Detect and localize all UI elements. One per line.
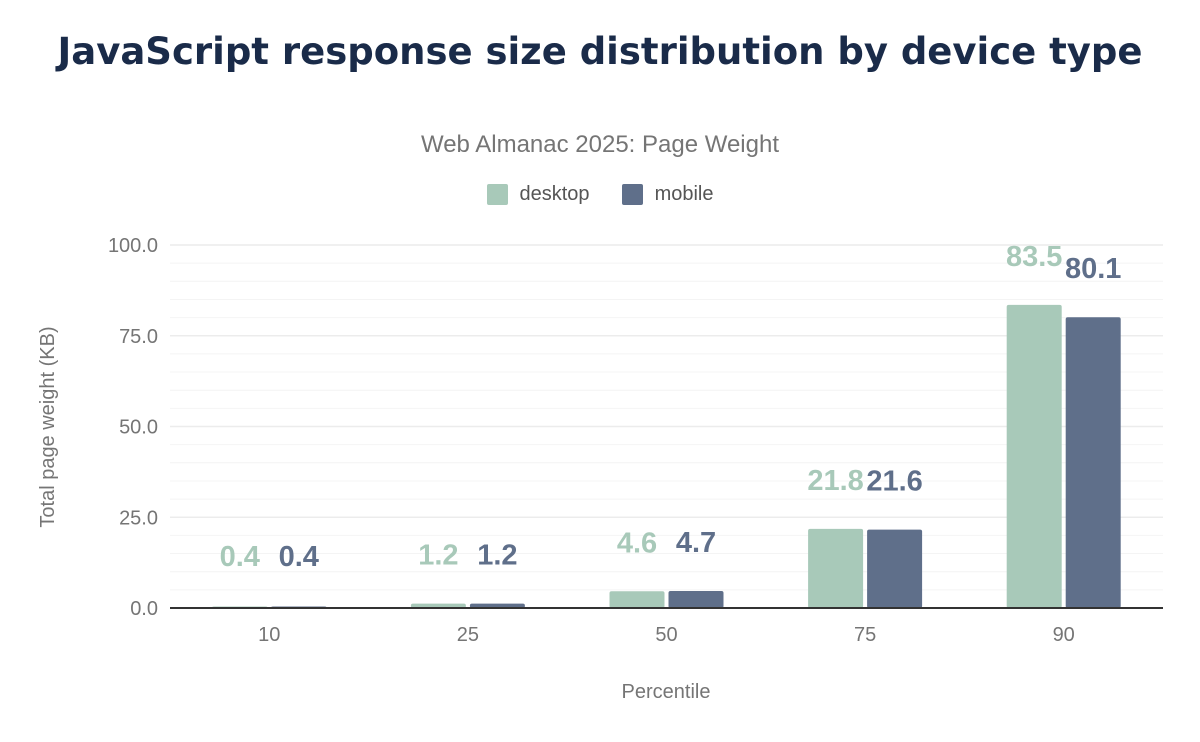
bar-mobile [867,529,923,608]
data-label-mobile: 21.6 [866,466,922,498]
y-tick-label: 25.0 [119,507,158,529]
x-tick-label: 90 [1053,624,1075,646]
legend: desktop mobile [0,183,1200,206]
x-axis-label: Percentile [622,681,711,703]
legend-item-mobile[interactable]: mobile [621,183,714,206]
data-label-desktop: 1.2 [418,540,458,572]
x-tick-label: 10 [258,624,280,646]
bar-desktop [609,591,665,608]
legend-label-desktop: desktop [519,183,590,205]
x-tick-label: 50 [655,624,677,646]
chart-subtitle: Web Almanac 2025: Page Weight [420,131,779,158]
y-tick-label: 0.0 [130,598,158,620]
bar-desktop [410,603,466,608]
y-tick-label: 50.0 [119,417,158,439]
bar-mobile [469,603,525,608]
data-label-desktop: 83.5 [1006,241,1062,273]
data-label-mobile: 4.7 [676,527,716,559]
y-tick-label: 75.0 [119,326,158,348]
chart-title: JavaScript response size distribution by… [57,30,1143,73]
legend-swatch-mobile [621,184,643,205]
bar-desktop [1006,304,1062,608]
data-label-mobile: 80.1 [1065,253,1121,285]
bar-mobile [1065,317,1121,608]
legend-item-desktop[interactable]: desktop [486,183,590,206]
bar-mobile [668,590,724,608]
y-axis-label: Total page weight (KB) [37,326,59,527]
data-label-desktop: 4.6 [617,527,657,559]
bar-desktop [808,528,864,608]
legend-label-mobile: mobile [654,183,714,205]
data-label-desktop: 21.8 [807,465,863,497]
x-tick-label: 25 [457,624,479,646]
data-label-desktop: 0.4 [220,541,260,573]
y-tick-label: 100.0 [108,235,158,257]
x-tick-label: 75 [854,624,876,646]
legend-swatch-desktop [486,184,508,205]
data-label-mobile: 1.2 [477,540,517,572]
data-label-mobile: 0.4 [279,541,319,573]
